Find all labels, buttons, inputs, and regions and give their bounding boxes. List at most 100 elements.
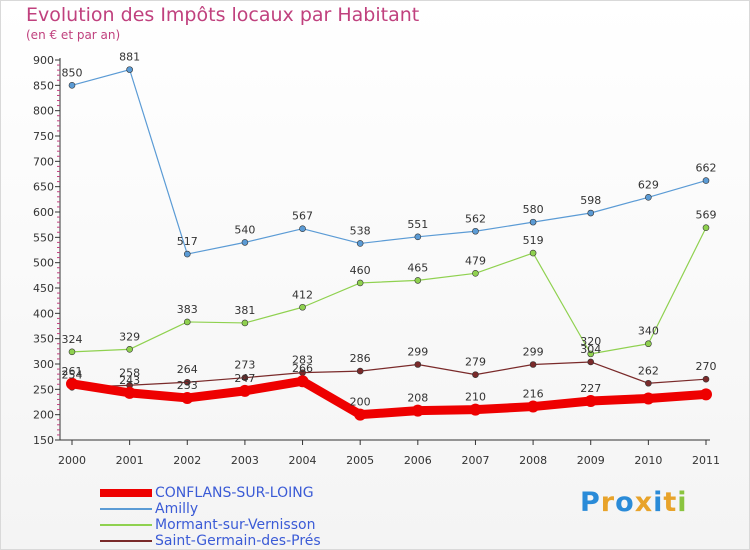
data-point [529,218,537,226]
data-label: 254 [62,368,83,381]
data-label: 286 [350,352,371,365]
data-label: 320 [580,335,601,348]
x-tick-label: 2001 [116,454,144,467]
y-tick-label: 150 [33,434,54,447]
data-point [411,404,424,417]
series-line-2 [71,227,707,355]
data-point [645,379,652,387]
data-point [414,361,422,368]
legend-label: Amilly [155,501,199,517]
y-tick-label: 600 [33,206,54,219]
y-tick-label: 350 [33,333,54,346]
data-label: 551 [407,218,428,231]
data-label: 264 [177,363,198,376]
data-label: 662 [696,162,717,175]
data-label: 243 [119,374,140,387]
x-tick-label: 2011 [692,454,720,467]
data-point [642,392,655,405]
data-label: 216 [523,388,544,401]
y-tick-label: 200 [33,409,54,422]
y-tick-label: 850 [33,79,54,92]
data-label: 540 [234,223,255,236]
data-point [123,386,136,399]
data-label: 261 [62,365,83,378]
data-label: 283 [292,354,313,367]
data-label: 299 [407,346,428,359]
data-label: 329 [119,330,140,343]
y-tick-label: 300 [33,358,54,371]
data-point [529,249,537,257]
data-point [296,375,309,388]
legend-swatch [100,508,152,510]
y-tick-label: 250 [33,383,54,396]
data-point [183,318,191,326]
data-label: 881 [119,51,140,64]
data-label: 304 [580,343,601,356]
y-tick-label: 450 [33,282,54,295]
data-point [469,403,482,416]
legend-label: Saint-Germain-des-Prés [155,533,321,549]
data-point [183,378,191,386]
data-label: 412 [292,288,313,301]
series-line-3 [71,361,707,388]
data-point [354,408,367,421]
data-point [126,66,133,73]
data-label: 262 [638,364,659,377]
chart-title: Evolution des Impôts locaux par Habitant [26,4,420,26]
data-label: 562 [465,212,486,225]
data-point [66,377,78,390]
legend-label: CONFLANS-SUR-LOING [155,485,314,501]
data-label: 208 [407,392,428,405]
data-point [527,400,540,413]
data-label: 567 [292,210,313,223]
data-label: 200 [350,396,371,409]
data-point [68,82,76,89]
data-point [299,303,306,311]
data-point [584,394,597,407]
data-label: 279 [465,356,486,369]
x-tick-label: 2008 [519,454,547,467]
data-point [356,240,364,247]
data-point [238,384,251,397]
data-label: 850 [62,66,83,79]
data-point [472,270,479,277]
data-point [414,233,422,241]
proxiti-logo: Proxiti [580,487,688,518]
x-tick-label: 2002 [173,454,201,467]
series-line-1 [71,69,707,255]
data-label: 465 [407,261,428,274]
data-point [356,367,364,375]
x-tick-label: 2004 [289,454,317,467]
data-label: 569 [696,209,717,222]
legend-swatch [100,489,152,497]
data-label: 460 [350,264,371,277]
x-tick-label: 2010 [634,454,662,467]
data-label: 598 [580,194,601,207]
data-label: 247 [234,372,255,385]
data-label: 258 [119,366,140,379]
legend-label: Mormant-sur-Vernisson [155,517,316,533]
data-point [241,374,249,381]
data-point [472,227,479,235]
data-point [645,340,652,348]
data-label: 629 [638,178,659,191]
data-point [702,224,710,232]
data-point [126,346,133,353]
data-label: 210 [465,391,486,404]
y-tick-label: 750 [33,130,54,143]
data-point [702,375,710,383]
y-tick-label: 800 [33,105,54,118]
data-point [68,348,76,356]
data-label: 381 [234,304,255,317]
data-label: 538 [350,224,371,237]
data-point [241,239,249,246]
data-point [702,177,710,184]
y-tick-label: 900 [33,54,54,67]
data-point [181,391,194,404]
data-label: 227 [580,382,601,395]
data-label: 383 [177,303,198,316]
data-label: 273 [234,359,255,372]
data-point [183,250,191,258]
y-tick-label: 400 [33,307,54,320]
